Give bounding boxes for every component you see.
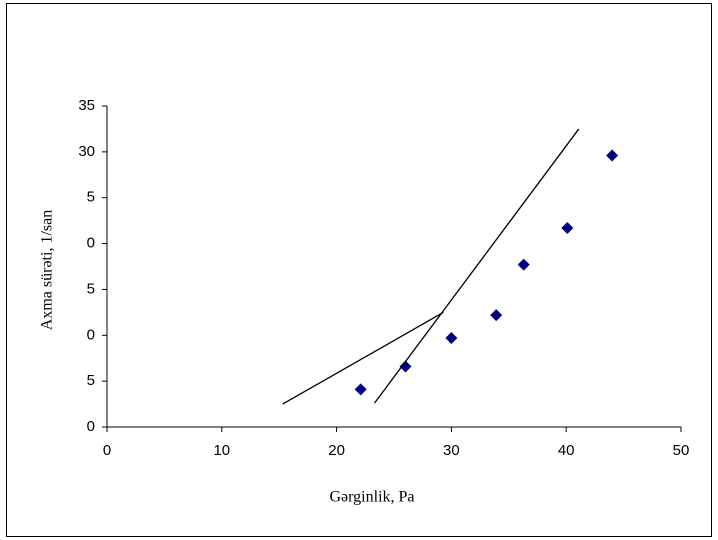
x-tick-label: 30 [443, 442, 460, 459]
y-tick-label: 5 [87, 189, 95, 206]
x-tick-label: 40 [558, 442, 575, 459]
x-tick-label: 10 [213, 442, 230, 459]
data-point [517, 258, 530, 271]
x-axis-label: Gərginlik, Pa [329, 489, 414, 506]
x-tick-label: 20 [328, 442, 345, 459]
chart-frame [6, 3, 712, 537]
y-tick-label: 0 [87, 418, 95, 435]
data-point [399, 360, 412, 373]
x-tick-label: 0 [103, 442, 111, 459]
data-point [561, 221, 574, 234]
trend-line [373, 128, 580, 404]
y-axis-label: Axma sürəti, 1/san [39, 210, 56, 330]
x-tick-label: 50 [673, 442, 690, 459]
y-tick-label: 0 [87, 326, 95, 343]
data-point [445, 332, 458, 345]
y-tick-label: 5 [87, 372, 95, 389]
trend-line [282, 311, 444, 405]
y-tick-label: 35 [78, 97, 95, 114]
data-point [606, 149, 619, 162]
data-point [490, 309, 503, 322]
y-tick-label: 5 [87, 280, 95, 297]
y-tick-label: 0 [87, 235, 95, 252]
y-tick-label: 30 [78, 143, 95, 160]
data-point [354, 383, 367, 396]
